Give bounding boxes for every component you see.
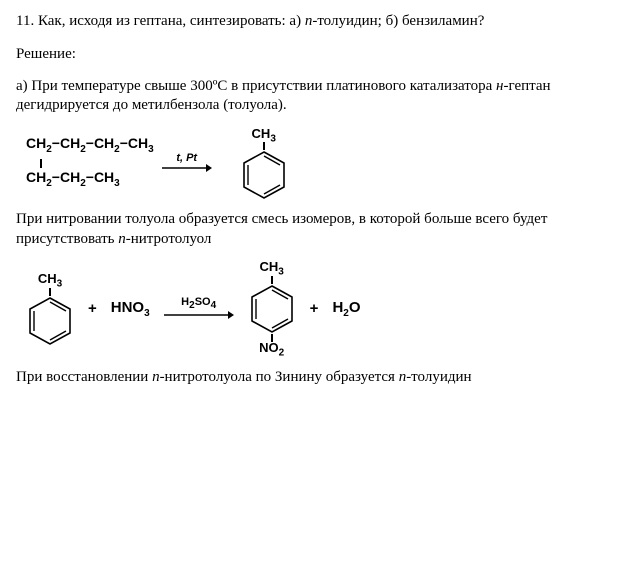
para-b-italic: п [118,231,126,247]
solution-label: Решение: [16,46,624,63]
para-b-prefix: При нитровании толуола образуется смесь … [16,211,547,247]
paragraph-c: При восстановлении п-нитротолуола по Зин… [16,368,624,388]
para-c-prefix: При восстановлении [16,369,152,385]
plus-1: + [82,300,103,317]
para-c-italic1: п [152,369,160,385]
heptane-line1: CH2−CH2−CH2−CH3 [26,136,154,155]
para-c-mid: -нитротолуола по Зинину образуется [160,369,399,385]
reaction2-arrow: H2SO4 [164,296,234,321]
question-mid: -толуидин; б) бензиламин? [312,13,484,29]
para-a-italic: н [496,78,503,94]
heptane-structure: CH2−CH2−CH2−CH3 CH2−CH2−CH3 [26,136,154,189]
paragraph-b: При нитровании толуола образуется смесь … [16,210,624,249]
reaction-1: CH2−CH2−CH2−CH3 CH2−CH2−CH3 t, Pt CH3 [16,126,624,201]
para-c-suffix: -толуидин [406,369,471,385]
product-no2: NO2 [259,340,284,359]
para-a-prefix: а) При температуре свыше 300ºС в присутс… [16,78,496,94]
heptane-connector [40,159,44,168]
stem [49,288,51,296]
question-text: 11. Как, исходя из гептана, синтезироват… [16,12,624,32]
stem [271,276,273,284]
toluene-product: CH3 [240,126,288,201]
hno3: HNO3 [111,299,150,319]
reaction-2: CH3 + HNO3 H2SO4 CH3 [16,259,624,358]
heptane-line2: CH2−CH2−CH3 [26,170,154,189]
benzene-ring-icon [26,296,74,346]
arrow-icon [164,309,234,321]
water: H2O [332,299,360,319]
benzene-stem-top [263,142,265,150]
para-b-suffix: -нитротолуол [126,231,212,247]
nitrotoluene-product: CH3 NO2 [248,259,296,358]
arrow-icon [162,162,212,174]
question-number: 11. [16,13,34,29]
reaction1-arrow: t, Pt [162,152,212,174]
question-prefix: Как, исходя из гептана, синтезировать: а… [34,13,305,29]
paragraph-a: а) При температуре свыше 300ºС в присутс… [16,77,624,116]
toluene-reagent: CH3 [26,271,74,346]
benzene-ring-icon [240,150,288,200]
plus-2: + [304,300,325,317]
benzene-ring-icon [248,284,296,334]
